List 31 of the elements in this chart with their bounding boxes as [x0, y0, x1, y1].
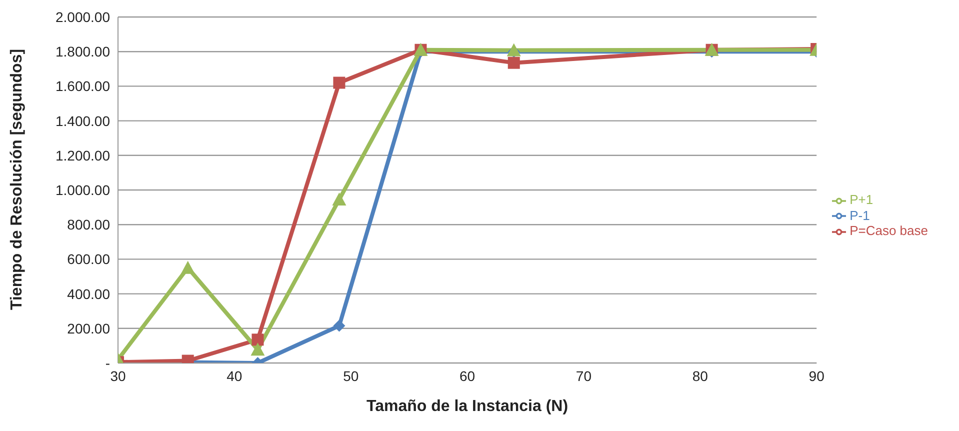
point — [332, 192, 346, 206]
point — [333, 320, 346, 332]
point — [180, 260, 195, 274]
x-tick-label: 70 — [576, 368, 592, 384]
y-tick-label: 400.00 — [67, 286, 110, 302]
x-tick-label: 30 — [110, 368, 126, 384]
x-axis-title: Tamaño de la Instancia (N) — [366, 398, 568, 415]
legend-label: P=Caso base — [850, 223, 928, 238]
legend-label: P-1 — [850, 208, 870, 223]
point — [250, 342, 265, 356]
x-tick-label: 60 — [460, 368, 476, 384]
y-tick-label: 800.00 — [67, 216, 110, 233]
y-tick-label: 200.00 — [67, 320, 110, 336]
legend-label: P+1 — [850, 192, 874, 208]
y-tick-label: 2.000.00 — [56, 8, 110, 25]
point — [508, 56, 520, 69]
point — [252, 334, 264, 346]
y-tick-label: 1.400.00 — [56, 112, 110, 129]
y-axis-title: Tiempo de Resolución [segundos] — [8, 48, 26, 310]
y-tick-label: - — [105, 354, 110, 371]
y-tick-label: 600.00 — [67, 251, 110, 268]
y-tick-label: 1.800.00 — [56, 44, 110, 60]
y-tick-label: 1.600.00 — [56, 78, 110, 94]
point — [506, 43, 521, 56]
x-tick-label: 80 — [692, 368, 708, 384]
x-tick-label: 40 — [226, 368, 242, 384]
y-tick-label: 1.000.00 — [56, 182, 110, 198]
x-tick-label: 50 — [343, 368, 359, 384]
y-tick-label: 1.200.00 — [56, 147, 110, 164]
x-tick-label: 90 — [808, 368, 825, 384]
point — [333, 76, 346, 89]
